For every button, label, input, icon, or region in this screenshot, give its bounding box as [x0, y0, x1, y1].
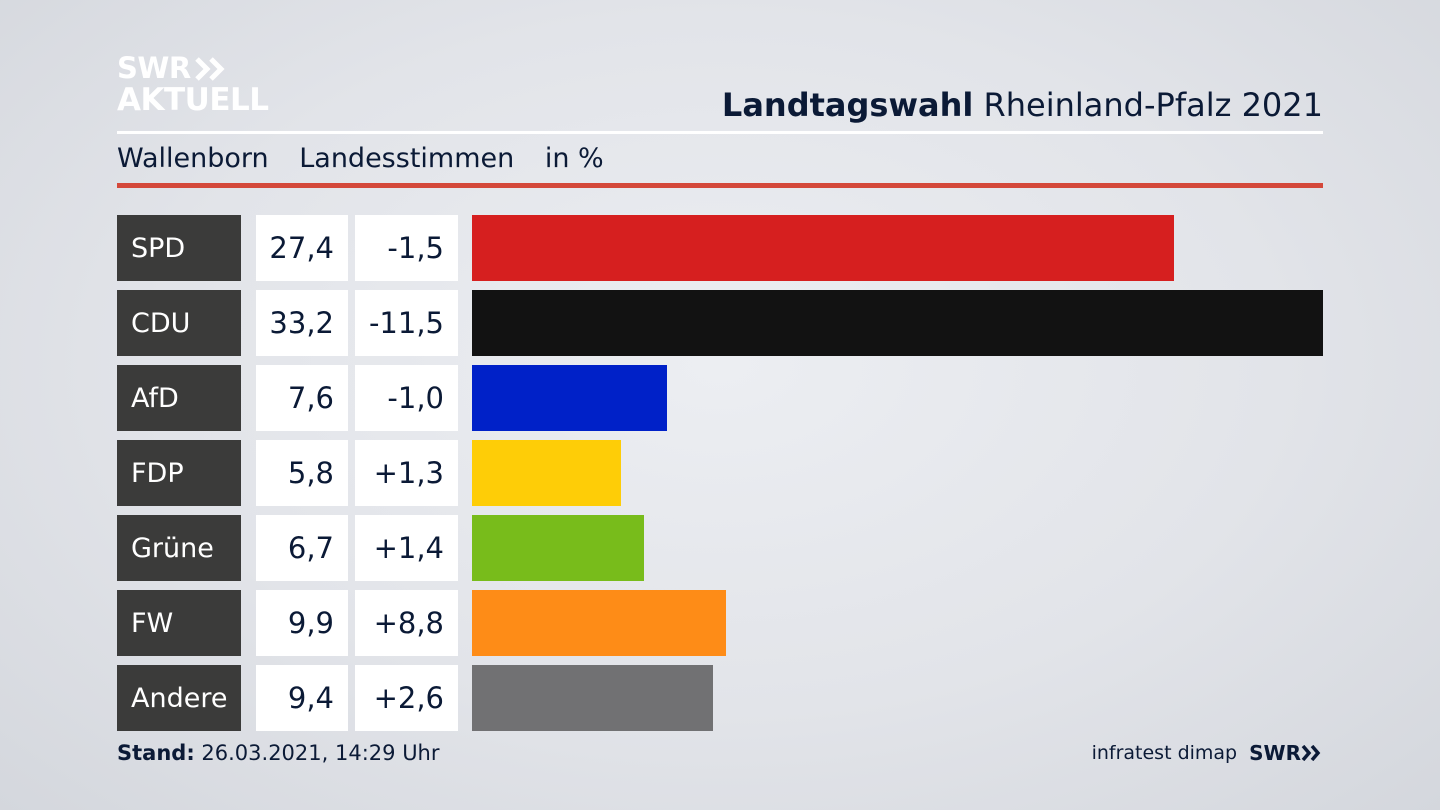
subtitle-measure: Landesstimmen — [299, 143, 515, 174]
change-label: +1,3 — [355, 440, 458, 506]
subtitle-place: Wallenborn — [117, 143, 269, 174]
subtitle-unit: in % — [544, 143, 604, 174]
change-label: +2,6 — [355, 665, 458, 731]
change-label: -1,0 — [355, 365, 458, 431]
change-label: +8,8 — [355, 590, 458, 656]
page-title: Landtagswahl Rheinland-Pfalz 2021 — [722, 86, 1323, 124]
bar-afd — [472, 365, 667, 431]
party-label: FW — [117, 590, 241, 656]
stand-value: 26.03.2021, 14:29 Uhr — [201, 741, 440, 765]
party-label: AfD — [117, 365, 241, 431]
chart-row-spd: SPD 27,4 -1,5 — [117, 215, 1323, 281]
double-chevron-icon — [1301, 745, 1321, 761]
bar-spd — [472, 215, 1174, 281]
vote-share-label: 6,7 — [256, 515, 348, 581]
swr-aktuell-logo: SWR AKTUELL — [117, 54, 269, 116]
vote-share-label: 9,9 — [256, 590, 348, 656]
source-credit: infratest dimap SWR — [1092, 741, 1323, 765]
chart-row-andere: Andere 9,4 +2,6 — [117, 665, 1323, 731]
source-name: infratest dimap — [1091, 742, 1238, 764]
chart-row-fdp: FDP 5,8 +1,3 — [117, 440, 1323, 506]
vote-share-label: 27,4 — [256, 215, 348, 281]
chart-subtitle: Wallenborn Landesstimmen in % — [117, 143, 626, 174]
bar-fdp — [472, 440, 621, 506]
party-label: Grüne — [117, 515, 241, 581]
header-divider — [117, 131, 1323, 134]
party-label: SPD — [117, 215, 241, 281]
vote-share-label: 9,4 — [256, 665, 348, 731]
bar-andere — [472, 665, 713, 731]
double-chevron-icon — [194, 56, 225, 81]
party-label: CDU — [117, 290, 241, 356]
chart-row-cdu: CDU 33,2 -11,5 — [117, 290, 1323, 356]
vote-share-label: 5,8 — [256, 440, 348, 506]
chart-row-afd: AfD 7,6 -1,0 — [117, 365, 1323, 431]
logo-line1: SWR — [117, 51, 191, 85]
timestamp: Stand: 26.03.2021, 14:29 Uhr — [117, 741, 440, 765]
bar-grüne — [472, 515, 644, 581]
bar-cdu — [472, 290, 1323, 356]
change-label: -1,5 — [355, 215, 458, 281]
party-label: FDP — [117, 440, 241, 506]
swr-brand-text: SWR — [1249, 741, 1301, 765]
change-label: +1,4 — [355, 515, 458, 581]
chart-row-fw: FW 9,9 +8,8 — [117, 590, 1323, 656]
party-label: Andere — [117, 665, 241, 731]
title-bold: Landtagswahl — [721, 86, 974, 124]
swr-brand: SWR — [1249, 741, 1323, 765]
chart-row-grüne: Grüne 6,7 +1,4 — [117, 515, 1323, 581]
stand-label: Stand: — [117, 741, 195, 765]
vote-share-label: 33,2 — [256, 290, 348, 356]
logo-line2: AKTUELL — [117, 82, 269, 118]
change-label: -11,5 — [355, 290, 458, 356]
title-rest: Rheinland-Pfalz 2021 — [983, 86, 1323, 124]
accent-divider — [117, 183, 1323, 188]
bar-fw — [472, 590, 726, 656]
vote-share-label: 7,6 — [256, 365, 348, 431]
